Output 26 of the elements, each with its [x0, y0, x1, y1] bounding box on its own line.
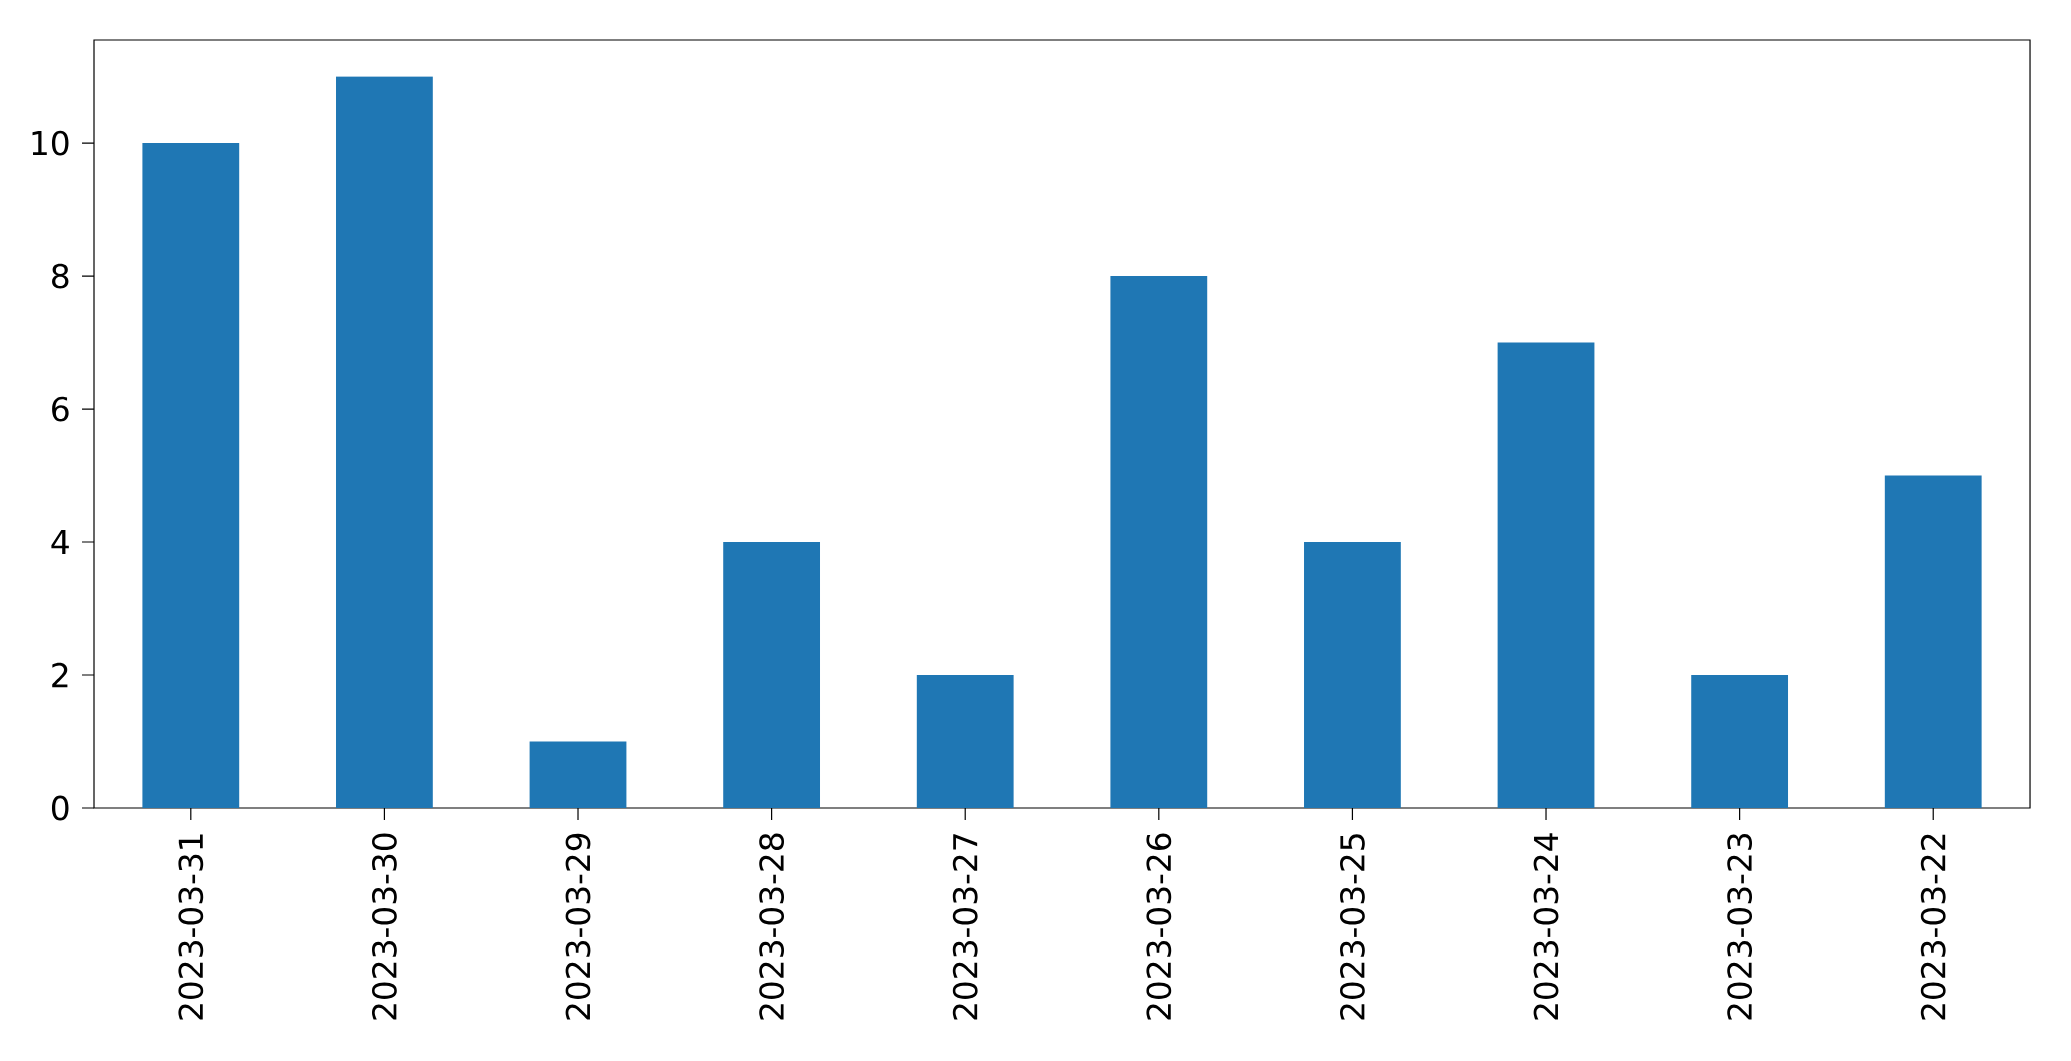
bar — [336, 76, 433, 808]
x-tick-label: 2023-03-22 — [1920, 834, 1946, 1020]
x-tick-label: 2023-03-24 — [1533, 833, 1559, 1020]
y-tick-label: 4 — [51, 530, 69, 554]
x-tick-label: 2023-03-27 — [952, 834, 978, 1020]
x-tick-label: 2023-03-23 — [1727, 833, 1753, 1020]
y-tick-label: 0 — [51, 795, 69, 821]
x-tick-label: 2023-03-26 — [1146, 833, 1172, 1020]
bar — [916, 675, 1014, 808]
x-tick-label: 2023-03-29 — [565, 833, 591, 1020]
x-tick-label: 2023-03-31 — [178, 834, 204, 1020]
y-tick-label: 8 — [52, 263, 69, 289]
bar — [1691, 675, 1789, 808]
y-tick-label: 2 — [52, 662, 68, 688]
bar — [1110, 276, 1208, 808]
bar — [1884, 475, 1982, 808]
y-tick-label: 10 — [32, 130, 69, 156]
bar — [1497, 342, 1595, 808]
bar — [142, 143, 240, 808]
x-tick-label: 2023-03-25 — [1340, 834, 1365, 1020]
x-tick-label: 2023-03-30 — [372, 833, 397, 1020]
bar — [1304, 542, 1401, 808]
bar — [529, 741, 627, 808]
y-tick-label: 6 — [52, 396, 69, 422]
bar — [723, 542, 821, 808]
x-tick-label: 2023-03-28 — [759, 833, 785, 1020]
